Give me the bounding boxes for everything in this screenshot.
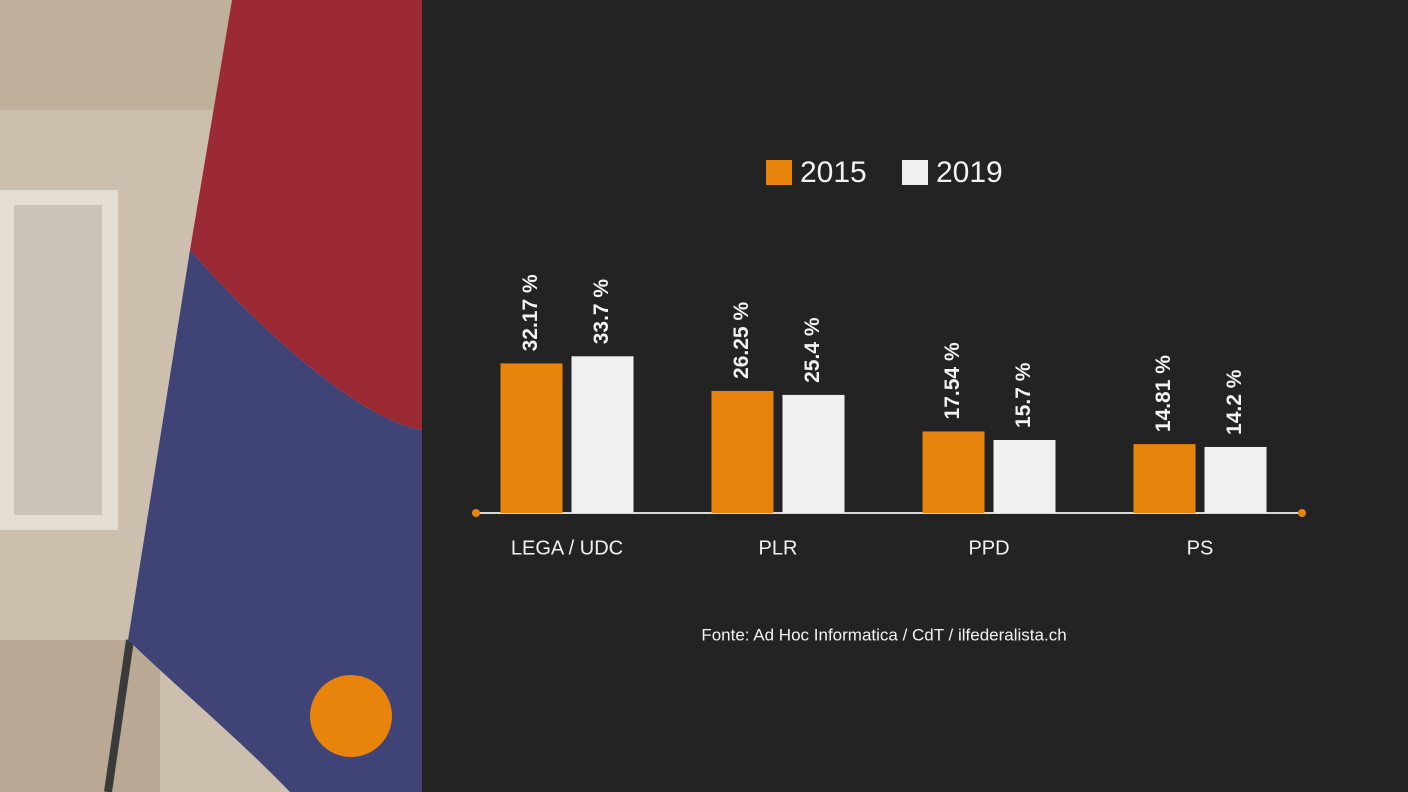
value-label: 17.54 % [941,342,964,419]
value-label: 33.7 % [590,279,613,345]
value-label: 15.7 % [1012,362,1035,428]
flag-pole [104,639,134,792]
bar [1204,446,1267,513]
legend-label: 2015 [800,156,867,189]
building-ledge [0,640,160,792]
baseline-dot [472,509,480,517]
legend-label: 2019 [936,156,1003,189]
value-label: 14.81 % [1152,355,1175,432]
legend-swatch [902,160,928,185]
value-label: 32.17 % [519,274,542,351]
flag-red [190,0,422,430]
decor-circle [310,675,392,757]
bar [993,439,1056,513]
x-tick-label: LEGA / UDC [511,537,623,559]
x-tick-label: PPD [968,537,1009,559]
bar [711,390,774,513]
background-photo [0,0,422,792]
value-label: 26.25 % [730,302,753,379]
value-label: 14.2 % [1223,369,1246,435]
baseline-dot [1298,509,1306,517]
x-tick-label: PS [1187,537,1214,559]
legend-swatch [766,160,792,185]
window-shutter [14,205,102,515]
bar [922,431,985,513]
bar [782,394,845,513]
x-tick-label: PLR [759,537,798,559]
bar [500,363,563,513]
flag-blue [128,250,422,792]
bar [1133,444,1196,513]
source: Fonte: Ad Hoc Informatica / CdT / ilfede… [701,625,1066,644]
value-label: 25.4 % [801,317,824,383]
bar [571,356,634,513]
